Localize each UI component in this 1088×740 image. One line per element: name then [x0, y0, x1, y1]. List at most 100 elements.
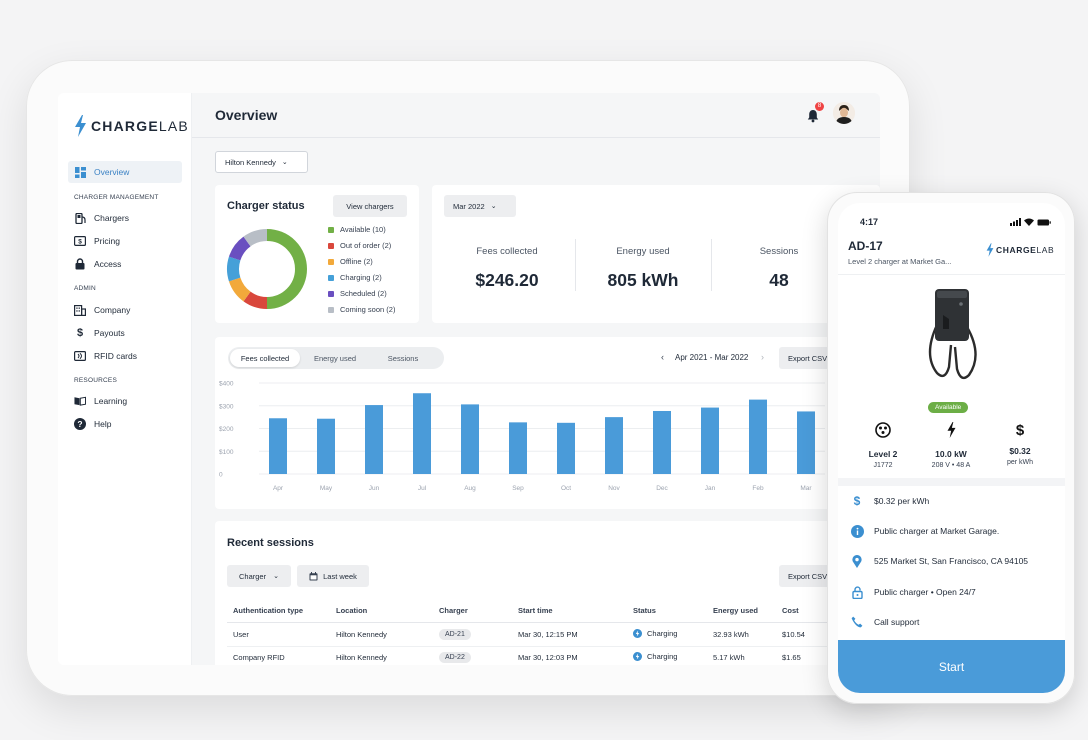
sidebar-item-rfid-cards[interactable]: RFID cards: [68, 345, 182, 367]
calendar-icon: [309, 571, 318, 580]
stat-value-sessions: 48: [769, 270, 789, 290]
spec-sub: per kWh: [1006, 459, 1034, 466]
chevron-down-icon: ⌄: [281, 159, 288, 166]
x-tick-label: Jan: [705, 485, 716, 492]
location-select[interactable]: Hilton Kennedy ⌄: [215, 151, 308, 173]
bar[interactable]: [797, 411, 815, 474]
metric-tabs: Fees collected Energy used Sessions: [228, 347, 444, 369]
info-text: $0.32 per kWh: [874, 496, 930, 506]
sidebar-item-help[interactable]: ? Help: [68, 413, 182, 435]
x-tick-label: Mar: [800, 485, 812, 492]
book-icon: [74, 395, 86, 407]
spec-sub: 208 V • 48 A: [931, 462, 971, 469]
spec-title: $0.32: [1009, 446, 1031, 456]
info-row-support[interactable]: Call support: [838, 607, 1065, 637]
bar[interactable]: [461, 404, 479, 474]
bar[interactable]: [653, 410, 671, 474]
sidebar-item-chargers[interactable]: Chargers: [68, 207, 182, 229]
x-tick-label: Apr: [273, 485, 284, 492]
lock-icon: [850, 585, 864, 599]
period-select[interactable]: Mar 2022 ⌄: [444, 195, 516, 217]
tab-fees-collected[interactable]: Fees collected: [230, 349, 300, 367]
cell-location: Hilton Kennedy: [336, 630, 387, 639]
chevron-left-icon[interactable]: ‹: [661, 352, 664, 362]
bar[interactable]: [701, 407, 719, 474]
donut-slice: [227, 256, 241, 282]
phone-divider: [838, 274, 1065, 275]
nav-section-charger-management: CHARGER MANAGEMENT: [74, 194, 159, 201]
charger-chip[interactable]: AD-22: [439, 652, 471, 663]
start-button[interactable]: Start: [838, 640, 1065, 693]
date-range: Apr 2021 - Mar 2022: [675, 353, 749, 362]
spec-power: 10.0 kW 208 V • 48 A: [916, 422, 986, 469]
spec-title: Level 2: [868, 449, 898, 459]
column-header: Energy used: [713, 606, 759, 615]
sidebar-item-access[interactable]: Access: [68, 253, 182, 275]
y-tick-label: 0: [219, 472, 223, 479]
chargelab-logo[interactable]: CHARGELAB: [74, 115, 189, 137]
bar[interactable]: [413, 393, 431, 474]
notification-bell[interactable]: [804, 107, 822, 125]
stat-label-sessions: Sessions: [759, 246, 799, 257]
sidebar-item-pricing[interactable]: $ Pricing: [68, 230, 182, 252]
stat-label-energy: Energy used: [616, 246, 670, 257]
charger-id-title: AD-17: [848, 239, 883, 253]
sidebar-item-label: Company: [94, 305, 131, 315]
charger-icon: [74, 212, 86, 224]
status-label: Charging: [647, 652, 678, 661]
legend-swatch: [328, 242, 334, 249]
cell-status: Charging: [633, 652, 677, 661]
status-badge: Available: [928, 402, 969, 413]
info-text: Public charger at Market Garage.: [874, 526, 1000, 536]
location-select-value: Hilton Kennedy: [225, 157, 276, 167]
bar[interactable]: [365, 405, 383, 474]
date-filter-label: Last week: [323, 571, 357, 581]
bar[interactable]: [557, 422, 575, 474]
table-row[interactable]: User Hilton Kennedy AD-21 Mar 30, 12:15 …: [215, 623, 880, 646]
info-row-access: Public charger • Open 24/7: [838, 577, 1065, 607]
charger-chip[interactable]: AD-21: [439, 629, 471, 640]
sidebar: CHARGELAB Overview CHARGER MANAGEMENT Ch…: [58, 93, 192, 665]
charger-image: [928, 289, 977, 380]
donut-slice: [243, 291, 268, 309]
sidebar-item-payouts[interactable]: $ Payouts: [68, 322, 182, 344]
tab-energy-used[interactable]: Energy used: [313, 353, 357, 363]
y-tick-label: $100: [219, 449, 234, 456]
legend-item: Available (10): [328, 225, 386, 234]
bar[interactable]: [317, 418, 335, 474]
dashboard-screen: CHARGELAB Overview CHARGER MANAGEMENT Ch…: [58, 93, 880, 665]
svg-text:$: $: [78, 238, 82, 245]
cell-energy: 5.17 kWh: [713, 653, 745, 662]
stat-value-fees: $246.20: [475, 270, 539, 290]
bar[interactable]: [605, 417, 623, 474]
notification-badge: 8: [815, 102, 824, 111]
table-row[interactable]: Company RFID Hilton Kennedy AD-22 Mar 30…: [215, 647, 880, 665]
legend-swatch: [328, 290, 334, 297]
spec-title: 10.0 kW: [935, 449, 967, 459]
tab-sessions[interactable]: Sessions: [387, 353, 419, 363]
chevron-right-icon[interactable]: ›: [761, 352, 764, 362]
legend-label: Offline (2): [340, 257, 373, 266]
cell-status: Charging: [633, 629, 677, 638]
charger-subtitle: Level 2 charger at Market Ga...: [848, 257, 952, 266]
sidebar-item-label: Access: [94, 259, 122, 269]
legend-swatch: [328, 274, 334, 281]
summary-card: Mar 2022 ⌄ Fees collected $246.20 Energy…: [432, 185, 880, 323]
sidebar-item-overview[interactable]: Overview: [68, 161, 182, 183]
avatar[interactable]: [833, 102, 855, 124]
charger-filter[interactable]: Charger ⌄: [227, 565, 291, 587]
bar[interactable]: [749, 399, 767, 474]
sidebar-item-label: Overview: [94, 167, 130, 177]
info-row-address[interactable]: 525 Market St, San Francisco, CA 94105: [838, 546, 1065, 576]
spec-price: $ $0.32 per kWh: [985, 422, 1055, 467]
sidebar-item-label: Learning: [94, 396, 128, 406]
recent-sessions-title: Recent sessions: [227, 537, 314, 549]
date-filter[interactable]: Last week: [297, 565, 369, 587]
bar[interactable]: [269, 418, 287, 474]
view-chargers-button[interactable]: View chargers: [333, 195, 407, 217]
sidebar-item-learning[interactable]: Learning: [68, 390, 182, 412]
column-header: Status: [633, 606, 656, 615]
bar[interactable]: [509, 422, 527, 474]
sidebar-item-company[interactable]: Company: [68, 299, 182, 321]
